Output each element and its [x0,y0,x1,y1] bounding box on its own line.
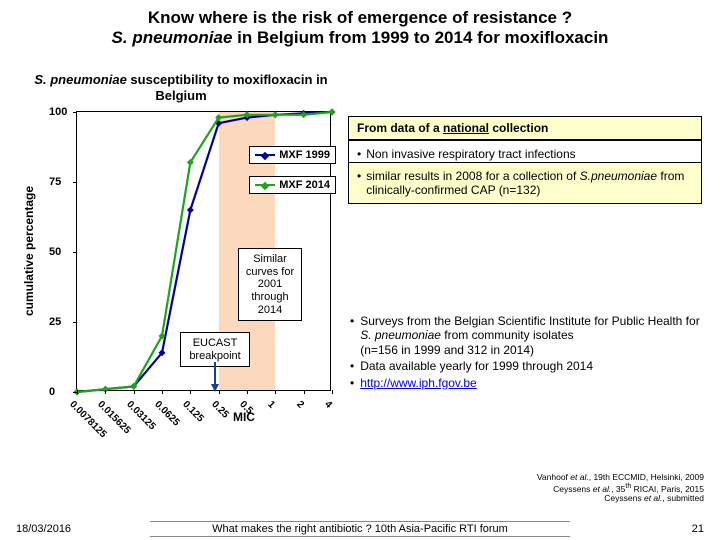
footer-page: 21 [692,523,704,535]
references: Vanhoof et al., 19th ECCMID, Helsinki, 2… [537,473,704,504]
info-header: From data of a national collection [348,116,702,140]
surveys-block: •Surveys from the Belgian Scientific Ins… [350,314,700,392]
info-b2: •similar results in 2008 for a collectio… [348,162,702,204]
iph-link[interactable]: http://www.iph.fgov.be [360,376,477,390]
eucast-arrow-head [211,384,219,392]
legend-0: MXF 1999 [249,146,336,164]
footer: 18/03/2016 What makes the right antibiot… [0,518,720,540]
footer-title: What makes the right antibiotic ? 10th A… [150,521,570,537]
footer-date: 18/03/2016 [16,523,71,535]
slide-title: Know where is the risk of emergence of r… [0,0,720,52]
y-axis-label: cumulative percentage [22,185,36,315]
legend-1: MXF 2014 [249,176,336,194]
title-line-2: S. pneumoniae in Belgium from 1999 to 20… [20,28,700,48]
chart-title: S. pneumoniae susceptibility to moxiflox… [26,72,336,105]
eucast-arrow-stem [214,362,216,384]
title-line-1: Know where is the risk of emergence of r… [20,8,700,28]
callout-similar: Similar curves for 2001 through 2014 [238,248,302,321]
